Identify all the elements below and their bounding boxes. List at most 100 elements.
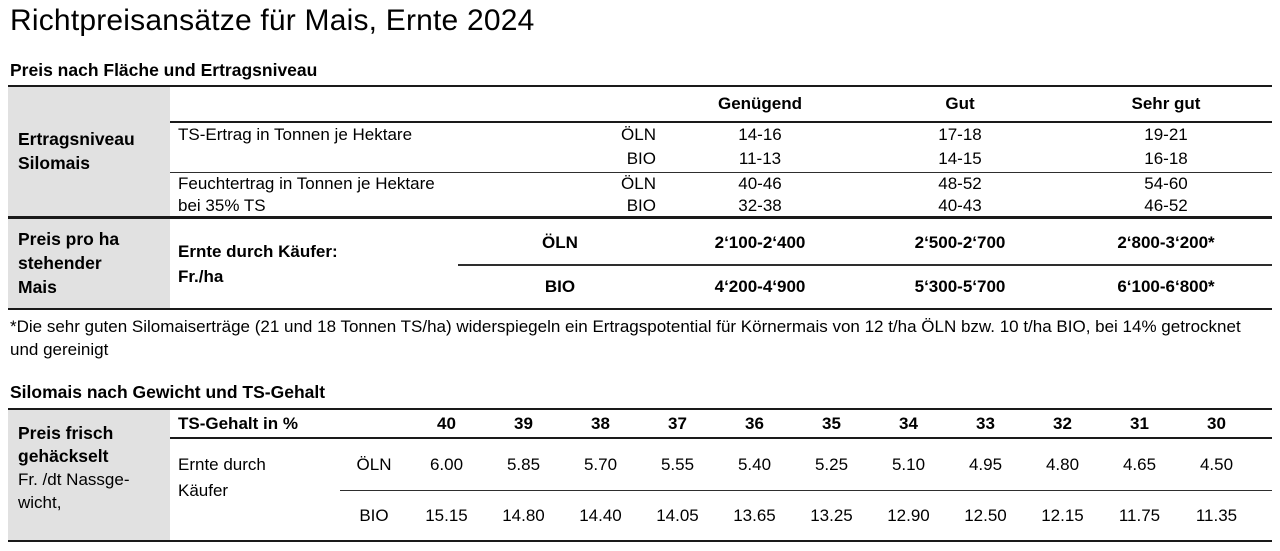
value-cell: 13.65	[733, 505, 776, 525]
table-header-row: Genügend Gut Sehr gut	[8, 87, 1272, 123]
group-label-line: Fr. /dt Nassge-	[18, 470, 130, 489]
ts-gehalt-label: TS-Gehalt in %	[178, 413, 298, 433]
buyer-label: Ernte durch Käufer	[178, 452, 266, 504]
col-header-gut: Gut	[945, 94, 975, 113]
ts-col-header: 33	[976, 413, 995, 433]
value-cell: 15.15	[425, 505, 468, 525]
row-price-oln: ÖLN 2‘100-2‘400 2‘500-2‘700 2‘800-3‘200*	[8, 219, 1272, 266]
col-header-genuegend: Genügend	[717, 94, 803, 113]
value-cell: 4.50	[1199, 454, 1234, 474]
bio-tag: BIO	[626, 195, 656, 215]
value-cell: 5.25	[814, 454, 849, 474]
value-cell: 14-15	[938, 149, 982, 168]
value-cell: 40-43	[938, 195, 982, 215]
value-cell: 14.80	[502, 505, 545, 525]
bio-tag: BIO	[359, 505, 389, 525]
row-ts-oln: ÖLN 6.00 5.85 5.70 5.55 5.40 5.25 5.10 4…	[8, 439, 1272, 491]
oln-tag: ÖLN	[542, 232, 578, 252]
value-cell: 16-18	[1144, 149, 1188, 168]
group-label-line: stehender	[18, 253, 102, 273]
ts-col-header: 31	[1130, 413, 1149, 433]
oln-tag: ÖLN	[621, 125, 656, 144]
row-ts-ertrag-oln: TS-Ertrag in Tonnen je Hektare ÖLN 14-16…	[170, 123, 1272, 147]
row-label-column-background	[8, 410, 170, 540]
value-cell: 19-21	[1144, 125, 1188, 144]
row-label: bei 35% TS	[178, 195, 266, 215]
value-cell: 4.95	[968, 454, 1003, 474]
col-header-sehr-gut: Sehr gut	[1131, 94, 1201, 113]
oln-tag: ÖLN	[621, 174, 656, 193]
value-cell: 54-60	[1144, 174, 1188, 193]
row-label: TS-Ertrag in Tonnen je Hektare	[178, 125, 413, 144]
value-cell: 6.00	[429, 454, 464, 474]
ts-col-header: 34	[899, 413, 918, 433]
value-cell: 5.85	[506, 454, 541, 474]
value-cell: 5.10	[891, 454, 926, 474]
value-cell: 11.75	[1118, 505, 1161, 525]
table-ts-gehalt: Preis frisch gehäckselt Fr. /dt Nassge- …	[8, 408, 1272, 542]
row-feuchtertrag-bio: bei 35% TS BIO 32-38 40-43 46-52	[170, 195, 1272, 217]
table-area-yield: Ertragsniveau Silomais Preis pro ha steh…	[8, 85, 1272, 310]
oln-tag: ÖLN	[356, 454, 392, 474]
ts-col-header: 37	[668, 413, 687, 433]
value-cell: 40-46	[738, 174, 782, 193]
group-label-line: Preis frisch	[18, 423, 114, 443]
value-cell: 4.65	[1122, 454, 1157, 474]
row-ts-bio: BIO 15.15 14.80 14.40 14.05 13.65 13.25 …	[8, 491, 1272, 540]
footnote: *Die sehr guten Silomaiserträge (21 und …	[10, 317, 1241, 359]
value-cell: 13.25	[810, 505, 853, 525]
row-ts-ertrag-bio: BIO 11-13 14-15 16-18	[170, 147, 1272, 171]
buyer-label-line: Käufer	[178, 481, 229, 500]
ts-col-header: 30	[1207, 413, 1226, 433]
group-label-line: Silomais	[18, 153, 90, 173]
price-cell: 5‘300-5‘700	[914, 277, 1006, 296]
row-label-column-background	[8, 87, 170, 308]
price-cell: 2‘100-2‘400	[714, 232, 806, 252]
value-cell: 5.55	[660, 454, 695, 474]
bio-tag: BIO	[544, 277, 576, 296]
buyer-label: Ernte durch Käufer: Fr./ha	[178, 239, 338, 289]
price-row-divider	[458, 264, 1272, 266]
value-cell: 14-16	[738, 125, 782, 144]
value-cell: 5.40	[737, 454, 772, 474]
ts-col-header: 39	[514, 413, 533, 433]
value-cell: 5.70	[583, 454, 618, 474]
row-price-bio: BIO 4‘200-4‘900 5‘300-5‘700 6‘100-6‘800*	[8, 266, 1272, 308]
ts-col-header: 32	[1053, 413, 1072, 433]
price-cell: 2‘500-2‘700	[914, 232, 1006, 252]
spacer-cell	[170, 147, 460, 171]
row-label: Feuchtertrag in Tonnen je Hektare	[178, 174, 435, 193]
section-heading-area-yield: Preis nach Fläche und Ertragsniveau	[10, 60, 318, 80]
value-cell: 46-52	[1144, 195, 1188, 215]
bio-tag: BIO	[626, 149, 656, 168]
value-cell: 4.80	[1045, 454, 1080, 474]
group-label-preis-frisch: Preis frisch gehäckselt Fr. /dt Nassge- …	[18, 422, 129, 514]
value-cell: 14.05	[656, 505, 699, 525]
value-cell: 12.15	[1041, 505, 1084, 525]
group-label-line: Mais	[18, 277, 57, 297]
section-heading-silomais: Silomais nach Gewicht und TS-Gehalt	[10, 382, 326, 402]
value-cell: 11-13	[738, 149, 782, 168]
value-cell: 14.40	[579, 505, 622, 525]
group-label-line: wicht,	[18, 493, 62, 512]
value-cell: 12.50	[964, 505, 1007, 525]
group-label-line: gehäckselt	[18, 446, 109, 466]
buyer-label-line: Ernte durch	[178, 455, 266, 474]
price-cell: 2‘800-3‘200*	[1117, 232, 1215, 252]
ts-header-row: TS-Gehalt in % 40 39 38 37 36 35 34 33 3…	[8, 410, 1272, 439]
row-feuchtertrag: Feuchtertrag in Tonnen je Hektare ÖLN 40…	[8, 173, 1272, 219]
value-cell: 12.90	[887, 505, 930, 525]
ts-col-header: 40	[437, 413, 456, 433]
value-cell: 11.35	[1195, 505, 1238, 525]
price-cell: 6‘100-6‘800*	[1117, 277, 1215, 296]
ts-col-header: 38	[591, 413, 610, 433]
group-label-line: Ertragsniveau	[18, 129, 135, 149]
buyer-label-line: Ernte durch Käufer:	[178, 242, 338, 261]
value-cell: 32-38	[738, 195, 782, 215]
group-label-preis-pro-ha: Preis pro ha stehender Mais	[18, 227, 119, 299]
row-feuchtertrag-oln: Feuchtertrag in Tonnen je Hektare ÖLN 40…	[170, 173, 1272, 195]
price-cell: 4‘200-4‘900	[714, 277, 806, 296]
value-cell: 17-18	[938, 125, 982, 144]
ts-col-header: 36	[745, 413, 764, 433]
